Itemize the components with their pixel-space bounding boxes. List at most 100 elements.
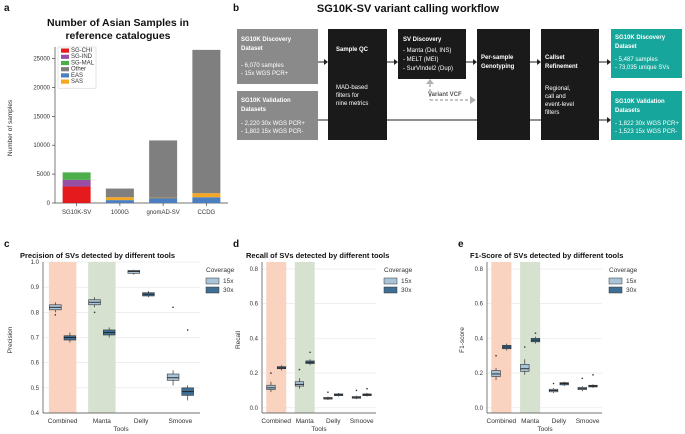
- out-discovery-detail-2: - 73,035 unique SVs: [615, 65, 669, 71]
- chart-a-ytick-label: 5000: [37, 172, 51, 178]
- chart-a-legend-swatch-sas: [61, 79, 69, 84]
- chart-a-xtick-label: SG10K-SV: [62, 210, 91, 216]
- chart-box-15x: [166, 373, 180, 381]
- chart-ytick-label: 0.6: [475, 302, 484, 308]
- chart-a-legend-swatch-sg-ind: [61, 54, 69, 59]
- chart-box-flier: [523, 346, 526, 348]
- box-discovery-dataset: [237, 29, 318, 84]
- arrowhead: [324, 59, 328, 65]
- out-discovery-title-1: SG10K Discovery: [615, 35, 666, 41]
- chart-a-bar-sas: [149, 197, 178, 199]
- chart-ytick-label: 0.8: [250, 267, 259, 273]
- validation-detail-2: - 1,802 15x WGS PCR-: [241, 129, 303, 135]
- box-sv-discovery: [398, 29, 466, 79]
- chart-ytick-label: 0.0: [250, 406, 259, 412]
- panel-label-a: a: [4, 3, 10, 14]
- chart-a-ytick-label: 20000: [33, 85, 50, 91]
- chart-a-bar-eas: [192, 197, 221, 203]
- chart-a-ytick-label: 15000: [33, 114, 50, 120]
- chart-a-legend-label: SAS: [71, 79, 83, 85]
- chart-legend-swatch-15x: [383, 277, 398, 285]
- chart-ytick-label: 0.6: [31, 361, 40, 367]
- chart-a-bar-sg-chi: [62, 186, 91, 203]
- chart-ytick-label: 0.7: [31, 336, 40, 342]
- genotyping-title-1: Per-sample: [481, 55, 514, 61]
- chart-legend-swatch-15x: [205, 277, 220, 285]
- chart-ytick-label: 0.6: [250, 302, 259, 308]
- chart-a-ytick-label: 25000: [33, 57, 50, 63]
- workflow-title: SG10K-SV variant calling workflow: [317, 3, 500, 15]
- chart-ytick-label: 0.9: [31, 285, 40, 291]
- chart-e-xlabel: Tools: [537, 426, 553, 433]
- chart-xtick-label: Delly: [552, 418, 567, 425]
- panel-c-chart: Precision of SVs detected by different t…: [7, 251, 235, 433]
- box-genotyping: [477, 29, 530, 140]
- chart-a-bar-other: [192, 49, 221, 194]
- chart-legend-title: Coverage: [384, 267, 413, 274]
- out-validation-title-1: SG10K Validation: [615, 99, 665, 105]
- genotyping-title-2: Genotyping: [481, 64, 515, 70]
- chart-a-ytick-label: 10000: [33, 143, 50, 149]
- chart-ytick-label: 0.5: [31, 386, 40, 392]
- chart-a-bar-sg-ind: [62, 179, 91, 187]
- chart-a-legend-label: EAS: [71, 73, 83, 79]
- panel-a-chart: Number of Asian Samples in reference cat…: [7, 17, 228, 216]
- out-discovery-title-2: Dataset: [615, 44, 637, 50]
- chart-d-xlabel: Tools: [311, 426, 327, 433]
- chart-shaded-band-manta: [88, 262, 116, 413]
- chart-ytick-label: 0.8: [31, 310, 40, 316]
- out-discovery-detail-1: - 5,487 samples: [615, 57, 658, 63]
- box-refinement: [541, 29, 599, 140]
- arrowhead: [426, 79, 434, 84]
- chart-a-ytick-label: 0: [47, 201, 51, 207]
- chart-xtick-label: Delly: [134, 418, 149, 425]
- chart-c-xlabel: Tools: [113, 426, 129, 433]
- chart-a-ylabel: Number of samples: [7, 99, 14, 156]
- panel-label-d: d: [233, 239, 239, 250]
- variant-vcf-label: Variant VCF: [428, 92, 462, 98]
- chart-d-ylabel: Recall: [235, 330, 242, 349]
- panel-label-b: b: [233, 3, 239, 14]
- chart-c-ylabel: Precision: [7, 326, 14, 353]
- chart-a-bar-sas: [105, 197, 134, 201]
- chart-legend-label: 30x: [223, 287, 234, 294]
- arrowhead: [607, 59, 611, 65]
- sv-discovery-detail-3: - SurVIndel2 (Dup): [403, 66, 453, 72]
- panel-label-e: e: [458, 239, 464, 250]
- refinement-title-1: Callset: [545, 55, 565, 61]
- chart-legend-swatch-30x: [205, 286, 220, 294]
- discovery-title-2: Dataset: [241, 46, 263, 52]
- chart-xtick-label: Delly: [326, 418, 341, 425]
- chart-xtick-label: Smoove: [576, 418, 600, 425]
- sample-qc-detail-1: MAD-based: [336, 85, 368, 91]
- chart-box-flier: [552, 382, 555, 385]
- arrowhead: [537, 59, 541, 65]
- chart-a-bar-eas: [149, 197, 178, 203]
- panel-e-chart: F1-Score of SVs detected by different to…: [459, 251, 638, 433]
- chart-ytick-label: 0.8: [475, 267, 484, 273]
- chart-a-legend-label: Other: [71, 67, 86, 73]
- chart-a-legend-label: SG-MAL: [71, 60, 95, 66]
- chart-a-bar-sas: [192, 193, 221, 198]
- chart-box-flier: [355, 389, 358, 392]
- chart-a-bar-other: [105, 188, 134, 198]
- chart-a-xtick-label: CCDG: [198, 210, 216, 216]
- discovery-title-1: SG10K Discovery: [241, 37, 292, 43]
- chart-xtick-label: Smoove: [168, 418, 192, 425]
- sample-qc-detail-2: filters for: [336, 93, 359, 99]
- chart-ytick-label: 0.2: [475, 371, 484, 377]
- out-validation-detail-1: - 1,822 30x WGS PCR+: [615, 121, 679, 127]
- chart-a-xtick-label: 1000G: [111, 210, 129, 216]
- chart-box-flier: [309, 351, 311, 354]
- workflow-diagram: SG10K-SV variant calling workflow SG10K …: [237, 3, 682, 140]
- chart-legend-title: Coverage: [609, 267, 638, 274]
- refinement-title-2: Refinement: [545, 64, 578, 70]
- sample-qc-detail-3: nine metrics: [336, 101, 368, 107]
- sv-discovery-title: SV Discovery: [403, 37, 442, 43]
- chart-legend-label: 30x: [401, 287, 412, 294]
- chart-box-flier: [534, 332, 537, 334]
- chart-ytick-label: 0.4: [475, 336, 484, 342]
- chart-a-title-line1: Number of Asian Samples in: [47, 17, 189, 29]
- chart-box-flier: [495, 354, 497, 357]
